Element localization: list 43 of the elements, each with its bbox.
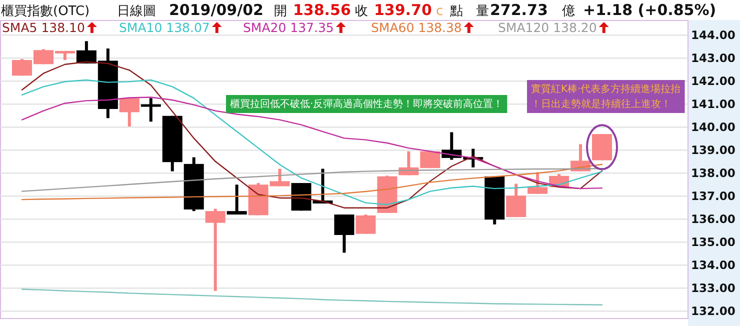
candlestick (334, 214, 354, 253)
candlestick (528, 172, 548, 194)
annotation: 實質紅K棒‧代表多方持續進場拉抬！日出走勢就是持續往上進攻！ (531, 83, 681, 110)
y-tick-label: 132.00 (691, 304, 736, 318)
y-tick-label: 142.00 (691, 74, 736, 88)
y-tick-label: 140.00 (691, 120, 736, 134)
text: 開 (274, 4, 287, 19)
text: 量 (476, 4, 489, 19)
candlestick (506, 184, 526, 218)
candlestick (226, 184, 247, 215)
candlestick (119, 98, 140, 126)
text: 139.70 (374, 1, 432, 19)
text: 138.56 (293, 1, 351, 19)
y-tick-label: 136.00 (691, 212, 736, 226)
candlestick (356, 214, 376, 234)
text: +1.18 (+0.85%) (583, 1, 716, 19)
text: 2019/09/02 (169, 1, 264, 19)
chart-title: 櫃買指數(OTC) (1, 4, 90, 19)
text: SMA5 138.10 (2, 20, 85, 35)
line-series (21, 96, 603, 190)
text: SMA10 138.07 (119, 20, 210, 35)
y-tick-label: 139.00 (691, 143, 736, 158)
text: 272.73 (490, 1, 548, 19)
y-tick-label: 141.00 (691, 97, 736, 112)
y-tick-label: 144.00 (691, 28, 736, 42)
candlestick (205, 208, 226, 291)
candlestick (140, 98, 161, 122)
text: 收 (355, 4, 368, 19)
text: SMA60 138.38 (371, 20, 462, 35)
text: SMA120 138.20 (498, 20, 597, 35)
y-tick-label: 137.00 (691, 189, 736, 204)
y-tick-label: 133.00 (691, 281, 736, 296)
y-tick-label: 134.00 (691, 258, 736, 272)
text: 億 (562, 4, 575, 19)
text: SMA20 137.35 (243, 20, 334, 35)
y-tick-label: 138.00 (691, 166, 736, 180)
text: 點 (449, 4, 463, 19)
annotation: 櫃買拉回低不破低‧反彈高過高個性走勢！即將突破前高位置！ (230, 98, 504, 110)
y-tick-label: 135.00 (691, 235, 736, 250)
line-series (21, 288, 603, 306)
text: c (436, 4, 444, 19)
text: 日線圖 (117, 4, 156, 19)
y-tick-label: 143.00 (691, 51, 736, 66)
